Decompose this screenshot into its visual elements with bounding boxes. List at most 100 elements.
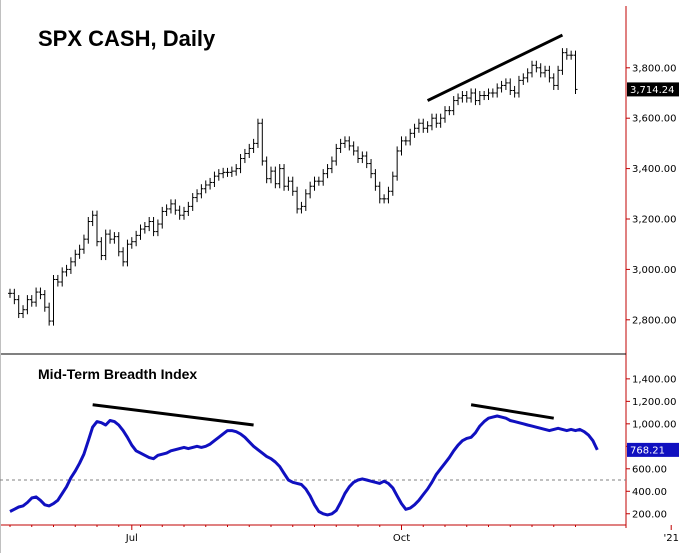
price-bar	[186, 201, 191, 216]
price-bar	[342, 136, 347, 148]
price-y-ticks: 2,800.00 3,000.00 3,200.00 3,400.00 3,600.00…	[626, 63, 677, 326]
price-bar	[190, 193, 195, 211]
price-bar	[255, 118, 260, 148]
price-bar	[134, 230, 139, 247]
price-last-value-badge: 3,714.24	[627, 82, 679, 97]
price-bar	[412, 123, 417, 138]
price-bar	[212, 171, 217, 187]
price-bar	[308, 181, 313, 199]
price-bar	[290, 176, 295, 196]
price-bar	[377, 181, 382, 204]
price-bar	[51, 274, 56, 326]
price-bar	[399, 136, 404, 156]
price-bar	[34, 287, 39, 307]
price-bar	[408, 128, 413, 146]
price-bar	[81, 234, 86, 254]
price-bar	[551, 73, 556, 90]
breadth-y-tick-label: 200.00	[632, 509, 667, 520]
price-bar	[90, 210, 95, 227]
price-bar	[556, 65, 561, 90]
price-bar	[512, 85, 517, 98]
price-bar	[73, 249, 78, 267]
price-bar	[103, 229, 108, 261]
price-bar	[456, 93, 461, 106]
price-bar	[473, 88, 478, 106]
price-bar	[421, 118, 426, 133]
price-bar	[55, 274, 60, 287]
price-bar	[434, 113, 439, 128]
price-bar	[360, 151, 365, 164]
price-bar	[129, 237, 134, 249]
price-bar	[116, 232, 121, 257]
price-bar	[86, 216, 91, 244]
price-bar	[443, 106, 447, 123]
price-bar	[182, 206, 186, 220]
trend-lines	[92, 33, 564, 427]
price-bar	[173, 199, 178, 215]
price-bar	[438, 113, 443, 128]
price-bar	[229, 166, 234, 177]
breadth-last-value-label: 768.21	[630, 445, 665, 456]
price-bar	[486, 88, 491, 101]
price-y-tick-label: 3,200.00	[632, 215, 677, 226]
price-bar	[451, 96, 456, 116]
price-bar	[95, 210, 99, 247]
price-bar	[334, 143, 339, 166]
price-bar	[138, 224, 143, 240]
price-bar	[251, 138, 256, 153]
price-bar	[356, 146, 360, 164]
price-bar	[282, 164, 287, 191]
price-bar	[382, 194, 387, 204]
price-bar	[499, 80, 504, 93]
price-bar	[416, 118, 421, 133]
price-bar	[277, 164, 282, 189]
price-bar	[503, 78, 508, 90]
price-bar	[216, 169, 221, 181]
price-bar	[99, 237, 104, 261]
price-bar	[242, 148, 247, 164]
price-bar	[303, 189, 308, 211]
price-bar	[199, 184, 204, 199]
price-bar	[325, 164, 330, 179]
price-bar	[121, 247, 126, 267]
price-bar	[260, 118, 265, 166]
price-bar	[373, 169, 378, 191]
price-bar	[508, 78, 513, 96]
price-bar	[160, 206, 165, 229]
price-bar	[390, 171, 395, 196]
x-axis-ticks: Jul Oct '21	[9, 525, 679, 544]
price-bar	[469, 88, 474, 103]
price-bar	[395, 146, 400, 181]
price-bar	[538, 63, 543, 78]
price-bar	[29, 295, 34, 307]
price-y-tick-label: 3,000.00	[632, 265, 677, 276]
breadth-last-value-badge: 768.21	[627, 442, 679, 457]
price-y-tick-label: 3,800.00	[632, 63, 677, 74]
price-bar	[543, 65, 548, 78]
price-bar	[147, 216, 152, 232]
price-bar	[329, 156, 334, 174]
price-bar	[386, 186, 391, 204]
price-bar	[112, 232, 117, 244]
breadth-trend-line-right	[470, 403, 554, 420]
price-bar	[42, 290, 47, 312]
price-bar	[168, 199, 173, 214]
price-y-tick-label: 2,800.00	[632, 315, 677, 326]
price-bar	[155, 219, 160, 237]
price-bar	[247, 143, 252, 159]
price-bar	[490, 88, 495, 98]
breadth-y-tick-label: 400.00	[632, 487, 667, 498]
price-bar	[77, 244, 82, 259]
price-bar	[516, 75, 521, 98]
price-bar	[477, 90, 482, 106]
price-bar	[164, 204, 169, 216]
price-last-value-box	[627, 82, 679, 97]
price-bar	[177, 205, 182, 220]
x-tick-label: '21	[663, 533, 678, 544]
price-bar	[25, 295, 30, 315]
breadth-y-tick-label: 600.00	[632, 464, 667, 475]
breadth-y-tick-label: 1,400.00	[632, 374, 677, 385]
price-bar	[125, 239, 130, 267]
